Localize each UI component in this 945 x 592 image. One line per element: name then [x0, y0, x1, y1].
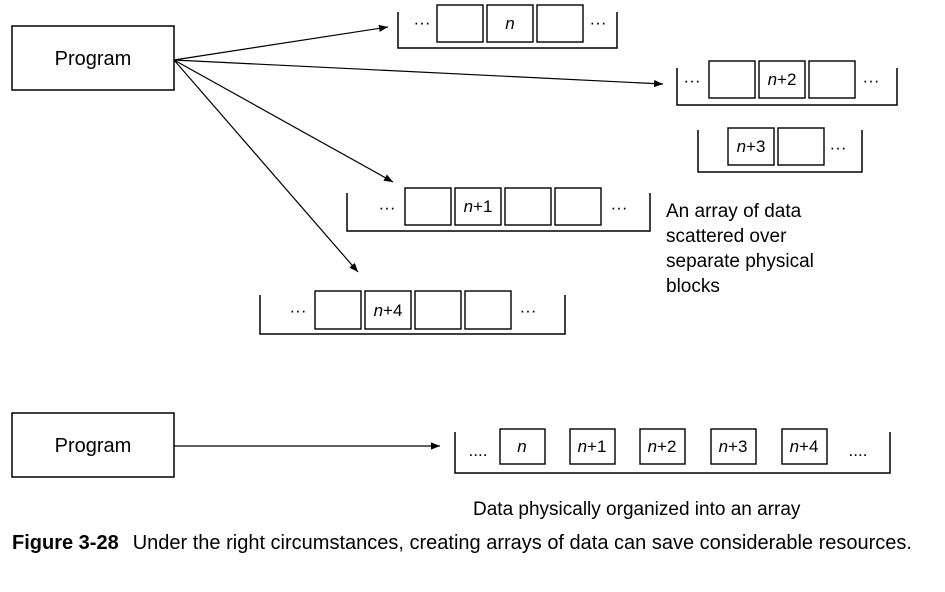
- note-line: blocks: [666, 276, 720, 297]
- data-cell: [454, 187, 502, 226]
- data-cell: [727, 127, 775, 166]
- note-line: An array of data: [666, 201, 802, 222]
- data-cell: [464, 290, 512, 330]
- figure-label: Figure 3-28: [12, 532, 119, 554]
- data-cell: [777, 127, 825, 166]
- cell-label: n+4: [374, 301, 403, 320]
- program-box-bottom: Program: [11, 412, 175, 478]
- data-cell: [808, 60, 856, 99]
- note-line: scattered over: [666, 226, 787, 247]
- data-cell: [569, 428, 616, 465]
- contiguous-array: .... n n+1 n+2 n+3 n+4 ....: [454, 428, 891, 474]
- cell-label: n+3: [719, 437, 748, 456]
- cell-label: n+1: [578, 437, 607, 456]
- data-cell: [414, 290, 462, 330]
- ellipsis-trail: ....: [849, 441, 868, 460]
- arrow-to-block-n1: [173, 59, 394, 183]
- ellipsis-trail: ···: [830, 138, 847, 157]
- memory-block-n: ··· n ···: [397, 4, 618, 49]
- program-label-top: Program: [55, 48, 132, 70]
- array-caption: Data physically organized into an array: [473, 499, 801, 520]
- scattered-note: An array of data scattered over separate…: [666, 199, 814, 299]
- figure-caption: Figure 3-28 Under the right circumstances…: [12, 528, 937, 558]
- cell-label: n+2: [648, 437, 677, 456]
- data-cell: [708, 60, 756, 99]
- program-box-top: Program: [11, 25, 175, 91]
- ellipsis-trail: ···: [611, 198, 628, 217]
- cell-label: n+3: [737, 137, 766, 156]
- arrow-to-block-n: [173, 24, 389, 61]
- memory-block-n3: n+3 ···: [697, 127, 863, 173]
- ellipsis-lead: ···: [379, 198, 396, 217]
- memory-block-n2: ··· n+2 ···: [676, 60, 898, 106]
- ellipsis-trail: ···: [590, 13, 607, 32]
- data-cell: [364, 290, 412, 330]
- data-cell: [404, 187, 452, 226]
- data-cell: [639, 428, 686, 465]
- data-cell: [499, 428, 546, 465]
- cell-label: n+1: [464, 197, 493, 216]
- memory-block-n4: ··· n+4 ···: [259, 290, 566, 335]
- program-label-bottom: Program: [55, 435, 132, 457]
- ellipsis-trail: ···: [520, 301, 537, 320]
- ellipsis-trail: ···: [863, 71, 880, 90]
- cell-label: n+2: [768, 70, 797, 89]
- ellipsis-lead: ···: [290, 301, 307, 320]
- data-cell: [781, 428, 828, 465]
- memory-block-n1: ··· n+1 ···: [346, 187, 651, 232]
- figure-caption-text: Under the right circumstances, creating …: [132, 532, 912, 554]
- data-cell: [554, 187, 602, 226]
- note-line: separate physical: [666, 251, 814, 272]
- cell-label: n: [517, 437, 526, 456]
- arrow-to-block-n2: [173, 59, 664, 88]
- ellipsis-lead: ....: [469, 441, 488, 460]
- cell-label: n+4: [790, 437, 819, 456]
- data-cell: [436, 4, 484, 43]
- data-cell: [536, 4, 584, 43]
- data-cell: [758, 60, 806, 99]
- scatter-arrows: [173, 24, 664, 273]
- arrow-to-block-n4: [173, 59, 359, 273]
- ellipsis-lead: ···: [684, 71, 701, 90]
- data-cell: [710, 428, 757, 465]
- data-cell: [486, 4, 534, 43]
- ellipsis-lead: ···: [414, 13, 431, 32]
- data-cell: [504, 187, 552, 226]
- cell-label: n: [505, 14, 514, 33]
- data-cell: [314, 290, 362, 330]
